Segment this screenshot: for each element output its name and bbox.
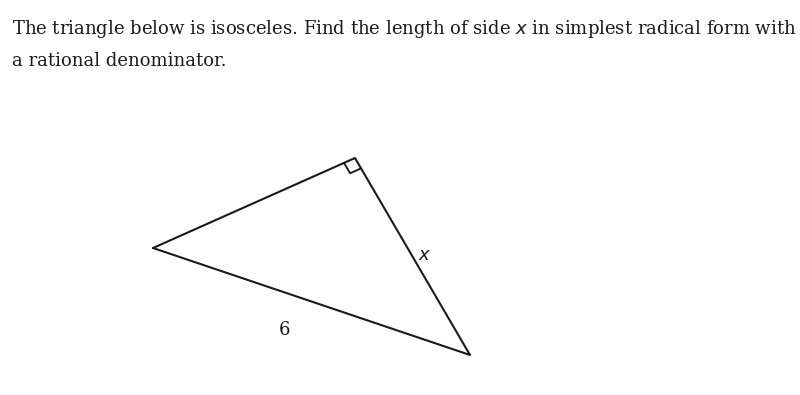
Text: 6: 6	[279, 321, 290, 339]
Text: $x$: $x$	[418, 246, 432, 264]
Text: a rational denominator.: a rational denominator.	[12, 52, 226, 70]
Text: The triangle below is isosceles. Find the length of side $x$ in simplest radical: The triangle below is isosceles. Find th…	[12, 18, 797, 40]
